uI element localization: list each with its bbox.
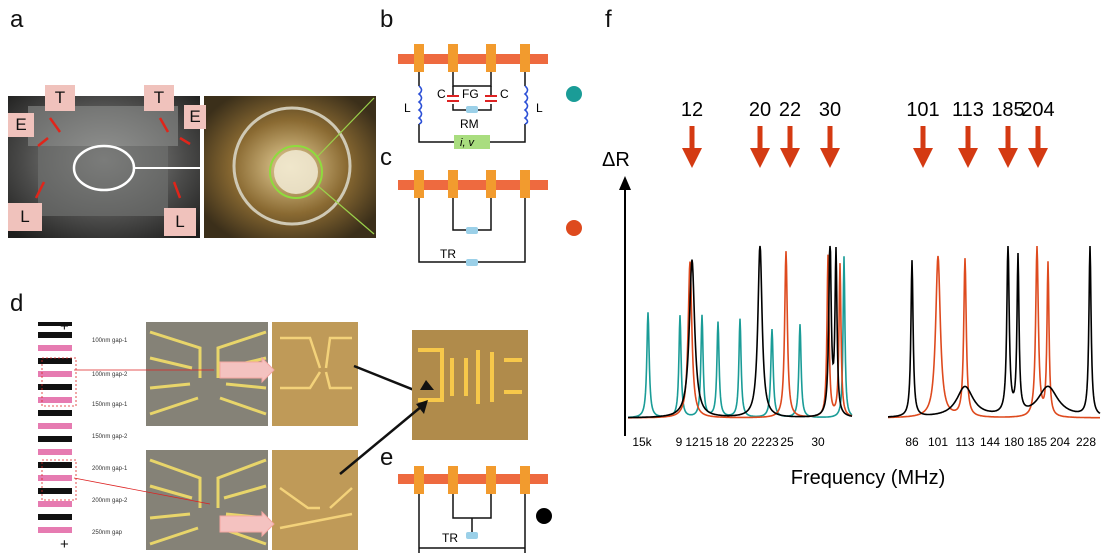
- label-source: i, v: [460, 137, 476, 149]
- label-fg: FG: [462, 87, 479, 101]
- arrow-label: 30: [819, 99, 841, 121]
- arrow-label: 22: [779, 99, 801, 121]
- tick-label: 15k: [632, 435, 652, 449]
- tick-label: 113: [955, 435, 974, 449]
- gap-zoom-micrograph: [412, 330, 528, 440]
- tag-e-left: E: [8, 113, 34, 137]
- panel-d-chip: 100nm gap-1 100nm gap-2 150nm gap-1 150n…: [38, 322, 420, 550]
- svg-text:150nm gap-2: 150nm gap-2: [92, 434, 128, 440]
- label-l-left: L: [404, 101, 411, 115]
- circuit-b: C FG C RM L L i, v: [398, 44, 582, 149]
- label-c-right: C: [500, 87, 509, 101]
- segment-2: [888, 246, 1100, 426]
- svg-text:200nm gap-2: 200nm gap-2: [92, 498, 128, 504]
- tick-label: 185: [1027, 435, 1047, 449]
- tag-l-right: L: [164, 208, 196, 236]
- black-arrows: [339, 380, 434, 475]
- label-tr-e: TR: [442, 531, 458, 545]
- tick-label: 86: [905, 435, 919, 449]
- plus-sign-bottom: +: [60, 536, 69, 553]
- label-rm: RM: [460, 117, 479, 131]
- arrow-label: 20: [749, 99, 771, 121]
- trace-black-2: [888, 245, 1101, 418]
- resonance-arrowhead: [780, 148, 800, 168]
- svg-text:100nm gap-1: 100nm gap-1: [92, 338, 128, 344]
- label-l-right: L: [536, 101, 543, 115]
- tick-label: 180: [1004, 435, 1024, 449]
- device-ladder: [38, 322, 77, 533]
- panel-label-a: a: [10, 6, 24, 33]
- panel-label-c: c: [380, 144, 392, 171]
- plus-sign-top: +: [60, 318, 69, 335]
- x-axis-label: Frequency (MHz): [791, 467, 945, 489]
- resonance-arrowhead: [1028, 148, 1048, 168]
- trace-teal: [628, 256, 853, 419]
- tick-label: 228: [1076, 435, 1096, 449]
- sample-stage-photo: [204, 96, 376, 238]
- label-c-left: C: [437, 87, 446, 101]
- label-tr-c: TR: [440, 247, 456, 261]
- arrow-label: 113: [952, 99, 984, 121]
- svg-text:200nm gap-1: 200nm gap-1: [92, 466, 128, 472]
- arrow-label: 204: [1021, 99, 1054, 121]
- spectra: [628, 245, 1101, 419]
- tag-t-left: T: [45, 85, 75, 111]
- resonance-arrowhead: [958, 148, 978, 168]
- tick-label: 101: [928, 435, 948, 449]
- red-arrows: [34, 117, 191, 199]
- arrow-label: 185: [991, 99, 1024, 121]
- tick-label: 204: [1050, 435, 1070, 449]
- tick-label: 30: [811, 435, 825, 449]
- gap-labels: 100nm gap-1 100nm gap-2 150nm gap-1 150n…: [92, 338, 128, 536]
- tick-label: 15: [699, 435, 713, 449]
- micrograph-bottom-zoom: [272, 450, 358, 550]
- tag-t-right: T: [144, 85, 174, 111]
- tick-label: 22: [751, 435, 765, 449]
- svg-text:100nm gap-2: 100nm gap-2: [92, 372, 128, 378]
- resonance-arrowhead: [913, 148, 933, 168]
- tick-label: 23: [765, 435, 779, 449]
- tag-l-left: L: [8, 203, 42, 231]
- tick-label: 9: [676, 435, 683, 449]
- y-axis-label: ΔR: [602, 149, 630, 171]
- panel-label-d: d: [10, 290, 24, 317]
- tick-labels: 15k 9 12 15 18 20 22 23 25 30 86 101 113 144 180 185 204…: [632, 435, 1096, 449]
- resonance-arrowhead: [750, 148, 770, 168]
- panel-label-e: e: [380, 444, 394, 471]
- tick-label: 12: [685, 435, 699, 449]
- resonance-arrowhead: [820, 148, 840, 168]
- tick-label: 20: [733, 435, 747, 449]
- micrograph-top-zoom: [272, 322, 358, 426]
- resonance-arrowhead: [682, 148, 702, 168]
- arrow-label: 12: [681, 99, 703, 121]
- arrow-label: 101: [906, 99, 939, 121]
- panel-label-f: f: [605, 6, 612, 33]
- panel-label-b: b: [380, 6, 394, 33]
- trace-red-2: [888, 245, 1100, 419]
- svg-text:250nm gap: 250nm gap: [92, 530, 123, 536]
- circuit-c: TR: [398, 170, 582, 266]
- resonance-arrowhead: [998, 148, 1018, 168]
- y-axis-arrowhead: [619, 176, 631, 190]
- panel-a-photos: [8, 96, 376, 238]
- tick-label: 18: [715, 435, 729, 449]
- trace-black: [628, 245, 853, 419]
- tag-e-right: E: [184, 105, 206, 129]
- circuit-e: TR: [398, 466, 552, 553]
- svg-text:150nm gap-1: 150nm gap-1: [92, 402, 128, 408]
- tick-label: 144: [980, 435, 1000, 449]
- tick-label: 25: [780, 435, 794, 449]
